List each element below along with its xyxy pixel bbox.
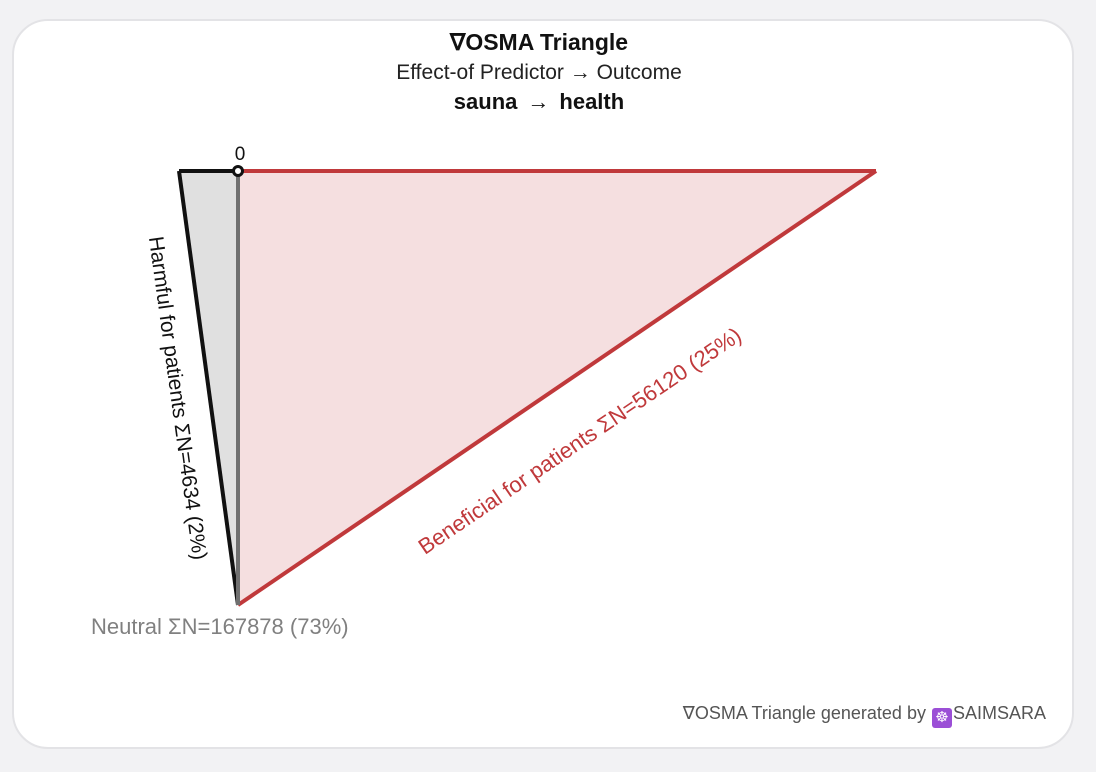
- arrow-label: →: [527, 89, 550, 114]
- diagram-subtitle: Effect-of Predictor → Outcome: [396, 61, 682, 84]
- wheel-icon: ☸: [931, 708, 952, 728]
- harmful-hypotenuse: [177, 170, 240, 606]
- osma-triangle-diagram: 0 Harmful for patients ΣN=4634 (2%) Bene…: [91, 144, 878, 639]
- diagram-title: ∇OSMA Triangle: [449, 29, 629, 55]
- zero-marker: [232, 165, 244, 177]
- footer-credit: ∇OSMA Triangle generated by ☸ SAIMSARA: [683, 703, 1046, 728]
- zero-label: 0: [235, 144, 246, 165]
- osma-card: ∇OSMA Triangle Effect-of Predictor → Out…: [12, 19, 1074, 749]
- footer-prefix: ∇OSMA Triangle generated by: [682, 703, 926, 723]
- predictor-label: sauna: [453, 89, 518, 114]
- beneficial-hypotenuse: [236, 169, 878, 607]
- outcome-label: health: [559, 89, 625, 114]
- footer-brand: SAIMSARA: [952, 703, 1046, 723]
- neutral-label: Neutral ΣN=167878 (73%): [91, 614, 349, 639]
- predictor-outcome: sauna → health: [14, 89, 1064, 115]
